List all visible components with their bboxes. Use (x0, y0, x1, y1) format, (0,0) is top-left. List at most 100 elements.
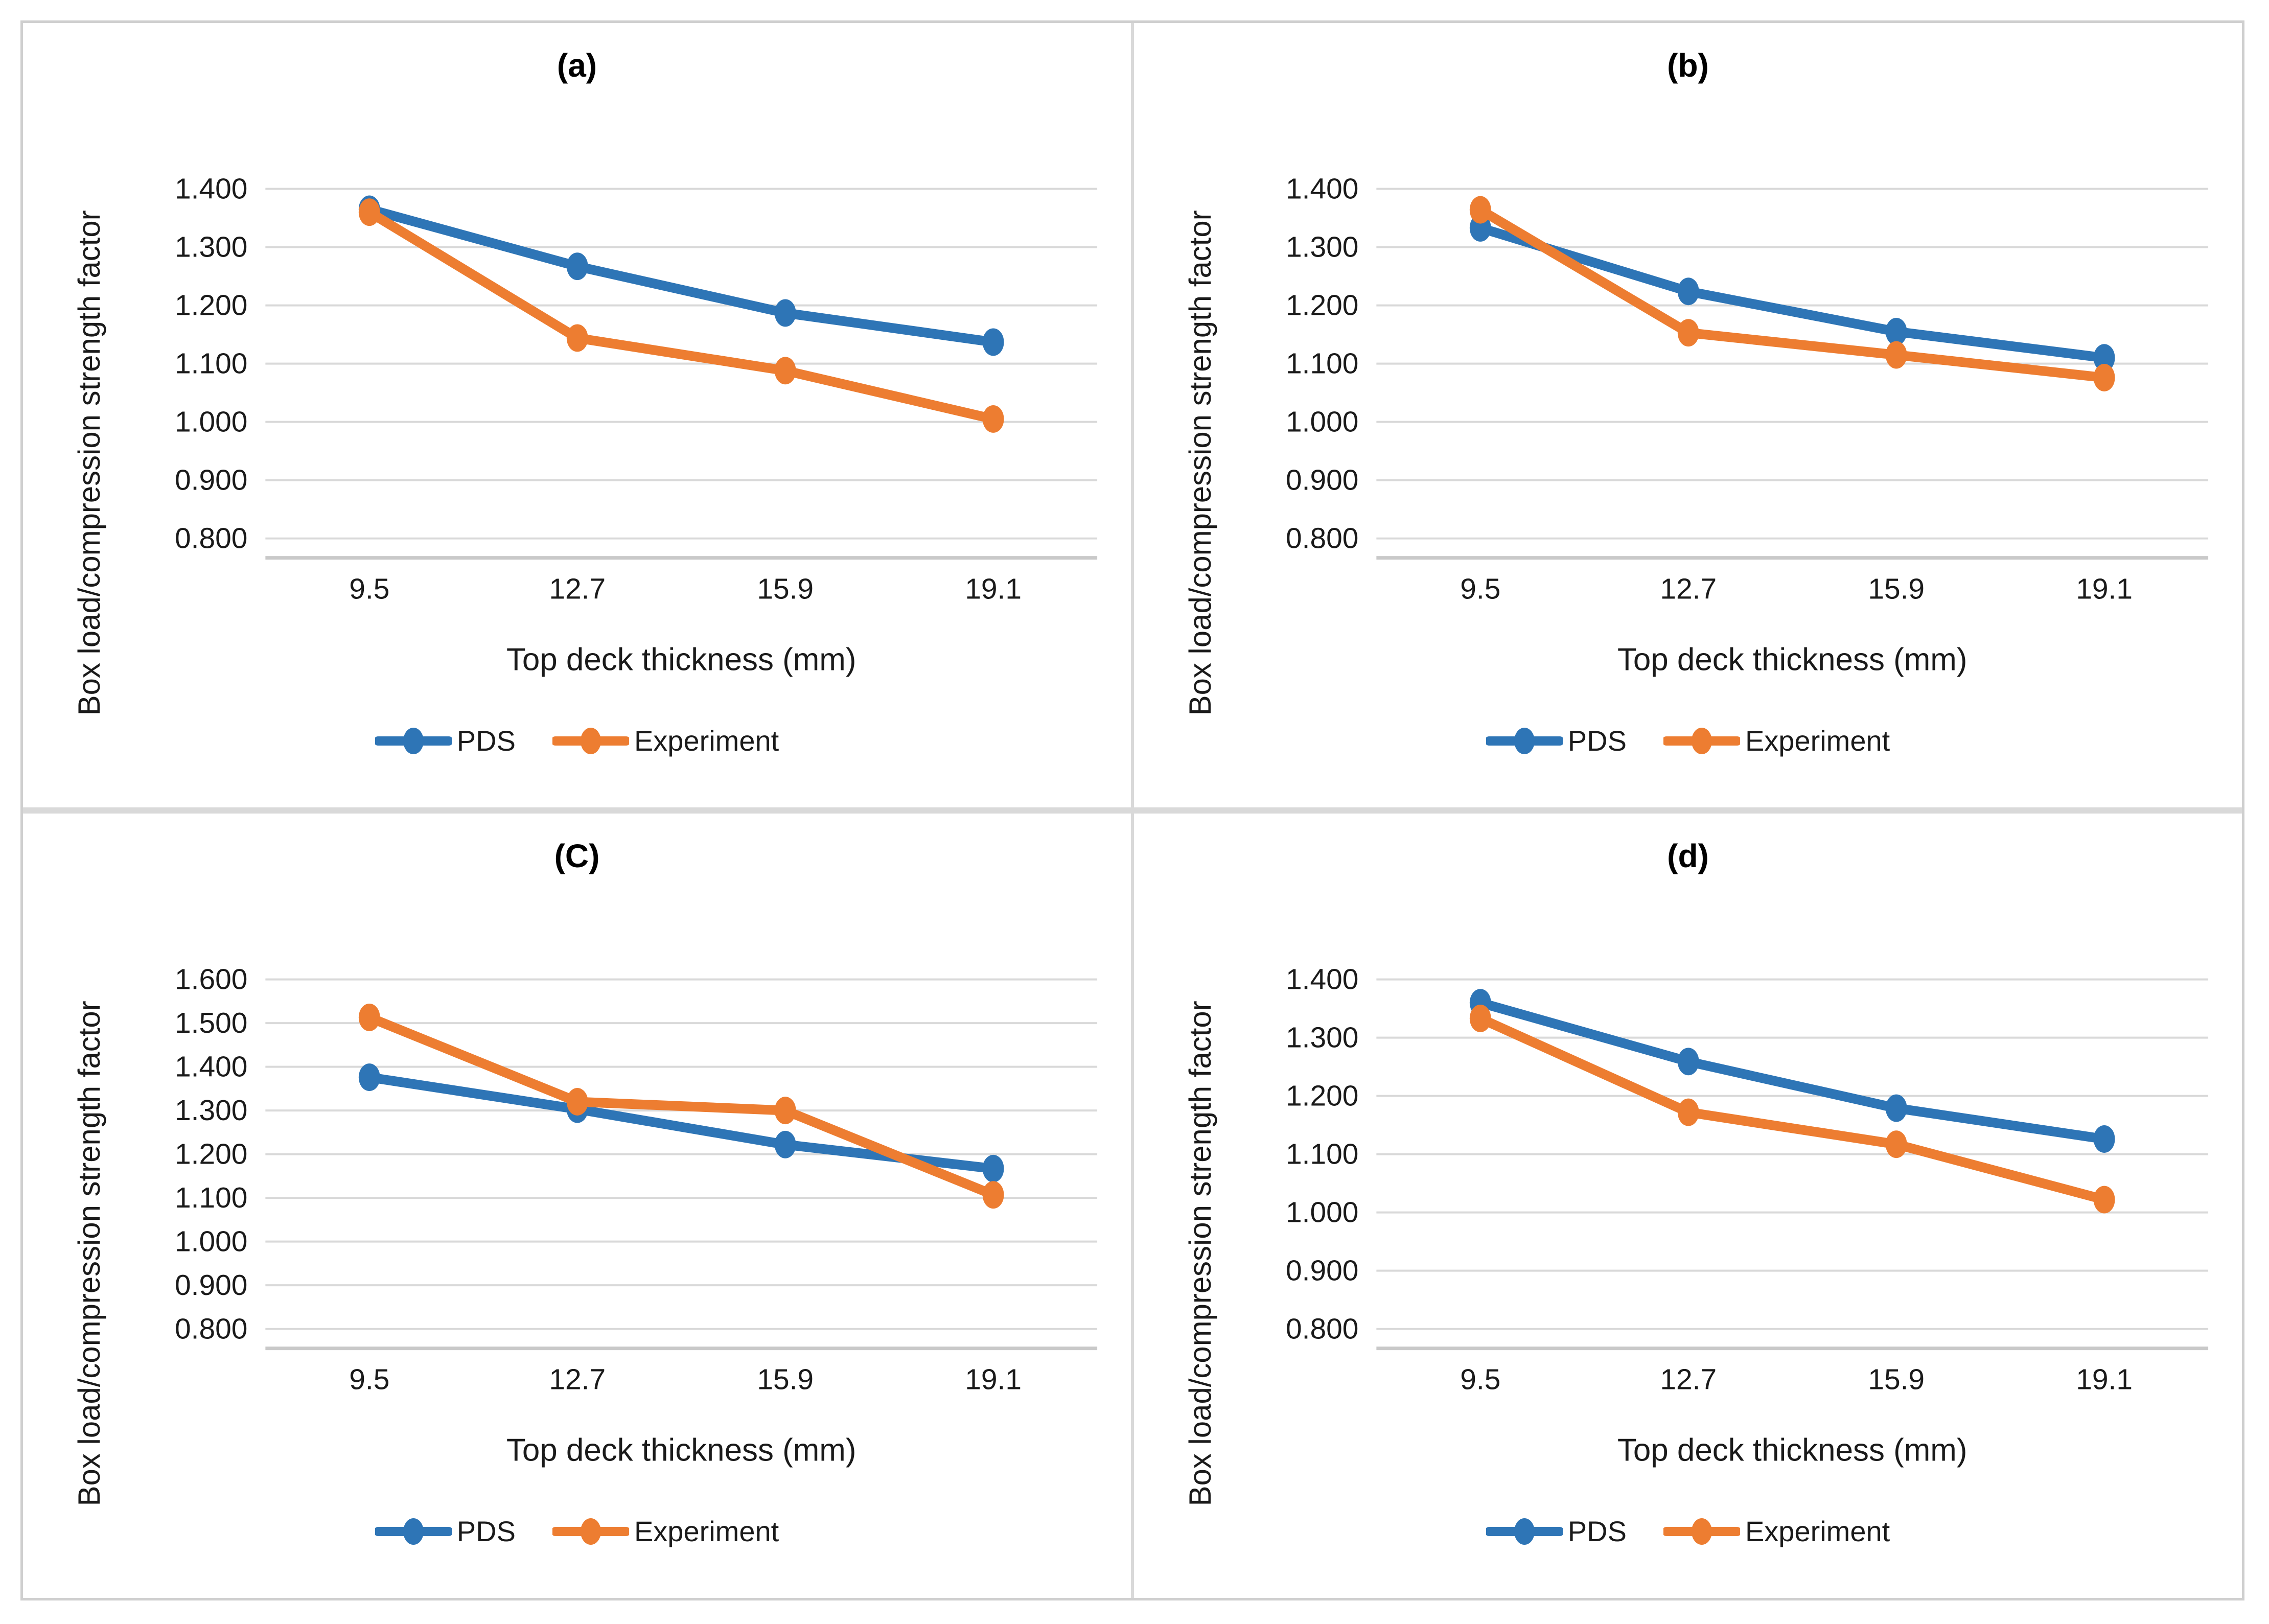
chart-panel-b: (b) 1.400 1.300 1.200 1.100 1.000 0.900 0.800 9… (1134, 23, 2242, 807)
y-tick-label: 0.800 (1286, 1313, 1358, 1345)
x-tick-label: 19.1 (965, 1363, 1022, 1396)
data-point-marker-pds (358, 1063, 380, 1092)
y-tick-label: 1.600 (175, 963, 247, 996)
legend-item-experiment: Experiment (552, 724, 779, 757)
legend-label: PDS (1567, 725, 1627, 757)
legend-dot (580, 1518, 601, 1545)
series-line-experiment (1475, 1013, 2110, 1205)
pds-line-marker-icon (1486, 1518, 1563, 1545)
y-tick-label: 1.200 (1286, 1080, 1358, 1112)
y-tick-label: 1.100 (175, 1181, 247, 1214)
y-tick-label: 0.800 (1286, 522, 1358, 555)
data-point-marker-experiment (2093, 1186, 2115, 1214)
chart-title-c: (C) (554, 838, 600, 874)
y-tick-label: 1.200 (1286, 289, 1358, 322)
series-line-pds (1475, 997, 2110, 1144)
data-point-marker-pds (982, 328, 1004, 356)
x-axis-title: Top deck thickness (mm) (506, 642, 856, 677)
y-tick-label: 1.000 (175, 1225, 247, 1258)
x-tick-label: 19.1 (2076, 573, 2133, 606)
chart-canvas-c: 1.600 1.500 1.400 1.300 1.200 1.100 1.000 0.900… (72, 963, 1098, 1506)
x-tick-label: 9.5 (1460, 573, 1500, 606)
legend-label: Experiment (634, 725, 779, 757)
series-line-experiment (364, 1012, 999, 1200)
x-tick-label: 15.9 (1868, 1363, 1925, 1396)
y-tick-label: 0.900 (175, 464, 247, 497)
legend-label: PDS (456, 725, 516, 757)
legend-dot (403, 727, 424, 754)
data-point-marker-pds (1677, 1048, 1699, 1076)
x-axis-title: Top deck thickness (mm) (1617, 642, 1967, 677)
y-tick-label: 1.300 (175, 231, 247, 264)
y-tick-label: 0.900 (175, 1269, 247, 1302)
legend-label: Experiment (1745, 1515, 1890, 1547)
y-tick-label: 1.400 (175, 1051, 247, 1083)
x-tick-label: 15.9 (1868, 573, 1925, 606)
legend-dot (1514, 727, 1535, 754)
pds-line-marker-icon (375, 727, 452, 754)
legend-label: PDS (456, 1515, 516, 1547)
y-tick-label: 1.200 (175, 1138, 247, 1171)
legend-b: PDS Experiment (1134, 724, 2242, 757)
data-point-marker-experiment (566, 324, 588, 352)
data-point-marker-experiment (1469, 1005, 1491, 1032)
data-point-marker-experiment (774, 1097, 796, 1125)
experiment-line-marker-icon (552, 727, 629, 754)
y-tick-label: 1.400 (1286, 173, 1358, 205)
x-tick-label: 9.5 (349, 1363, 389, 1396)
series-line-pds (364, 204, 999, 347)
legend-item-pds: PDS (1486, 724, 1627, 757)
legend-dot (1691, 1518, 1712, 1545)
data-point-marker-pds (1885, 317, 1907, 345)
data-point-marker-pds (2093, 1125, 2115, 1153)
x-tick-label: 12.7 (549, 1363, 606, 1396)
y-tick-label: 1.000 (1286, 1196, 1358, 1229)
data-point-marker-experiment (1469, 196, 1491, 224)
chart-canvas-b: 1.400 1.300 1.200 1.100 1.000 0.900 0.800 9.5 12… (1183, 173, 2209, 715)
legend-dot (1514, 1518, 1535, 1545)
chart-canvas-d: 1.400 1.300 1.200 1.100 1.000 0.900 0.800 9.5 12… (1183, 963, 2209, 1506)
x-tick-label: 12.7 (1660, 1363, 1717, 1396)
data-point-marker-experiment (982, 1181, 1004, 1209)
y-tick-label: 1.100 (1286, 1138, 1358, 1171)
data-point-marker-experiment (982, 405, 1004, 433)
data-point-marker-pds (982, 1154, 1004, 1182)
chart-canvas-a: 1.400 1.300 1.200 1.100 1.000 0.900 0.800 9.5 12… (72, 173, 1098, 715)
x-tick-label: 12.7 (1660, 573, 1717, 606)
data-point-marker-experiment (1885, 341, 1907, 369)
legend-item-experiment: Experiment (1663, 1515, 1890, 1548)
legend-dot (580, 727, 601, 754)
data-point-marker-experiment (358, 198, 380, 226)
y-tick-label: 0.800 (175, 522, 247, 555)
data-point-marker-pds (1677, 277, 1699, 306)
y-tick-label: 1.000 (1286, 406, 1358, 438)
y-tick-label: 1.100 (1286, 347, 1358, 380)
y-axis-title: Box load/compression strength factor (72, 210, 106, 715)
y-tick-label: 1.000 (175, 406, 247, 438)
legend-label: Experiment (634, 1515, 779, 1547)
data-point-marker-experiment (1885, 1130, 1907, 1158)
legend-c: PDS Experiment (23, 1515, 1131, 1548)
legend-item-pds: PDS (375, 1515, 516, 1548)
series-line-experiment (364, 207, 999, 424)
chart-title-b: (b) (1667, 47, 1709, 84)
y-axis-title: Box load/compression strength factor (1183, 1001, 1217, 1506)
y-tick-label: 1.500 (175, 1007, 247, 1039)
x-tick-label: 19.1 (2076, 1363, 2133, 1396)
y-tick-label: 0.800 (175, 1313, 247, 1345)
legend-dot (403, 1518, 424, 1545)
legend-item-pds: PDS (1486, 1515, 1627, 1548)
chart-title-a: (a) (557, 47, 597, 84)
legend-item-pds: PDS (375, 724, 516, 757)
four-panel-line-chart-figure: (a) 1.400 1.300 1.200 1.100 1.000 0.900 0.800 9… (20, 20, 2244, 1600)
y-tick-label: 1.300 (175, 1094, 247, 1127)
data-point-marker-experiment (1677, 1098, 1699, 1126)
legend-a: PDS Experiment (23, 724, 1131, 757)
chart-panel-a: (a) 1.400 1.300 1.200 1.100 1.000 0.900 0.800 9… (23, 23, 1131, 807)
x-tick-label: 12.7 (549, 573, 606, 606)
experiment-line-marker-icon (1663, 1518, 1740, 1545)
data-point-marker-pds (566, 252, 588, 281)
y-tick-label: 1.300 (1286, 1022, 1358, 1054)
data-point-marker-experiment (774, 357, 796, 385)
